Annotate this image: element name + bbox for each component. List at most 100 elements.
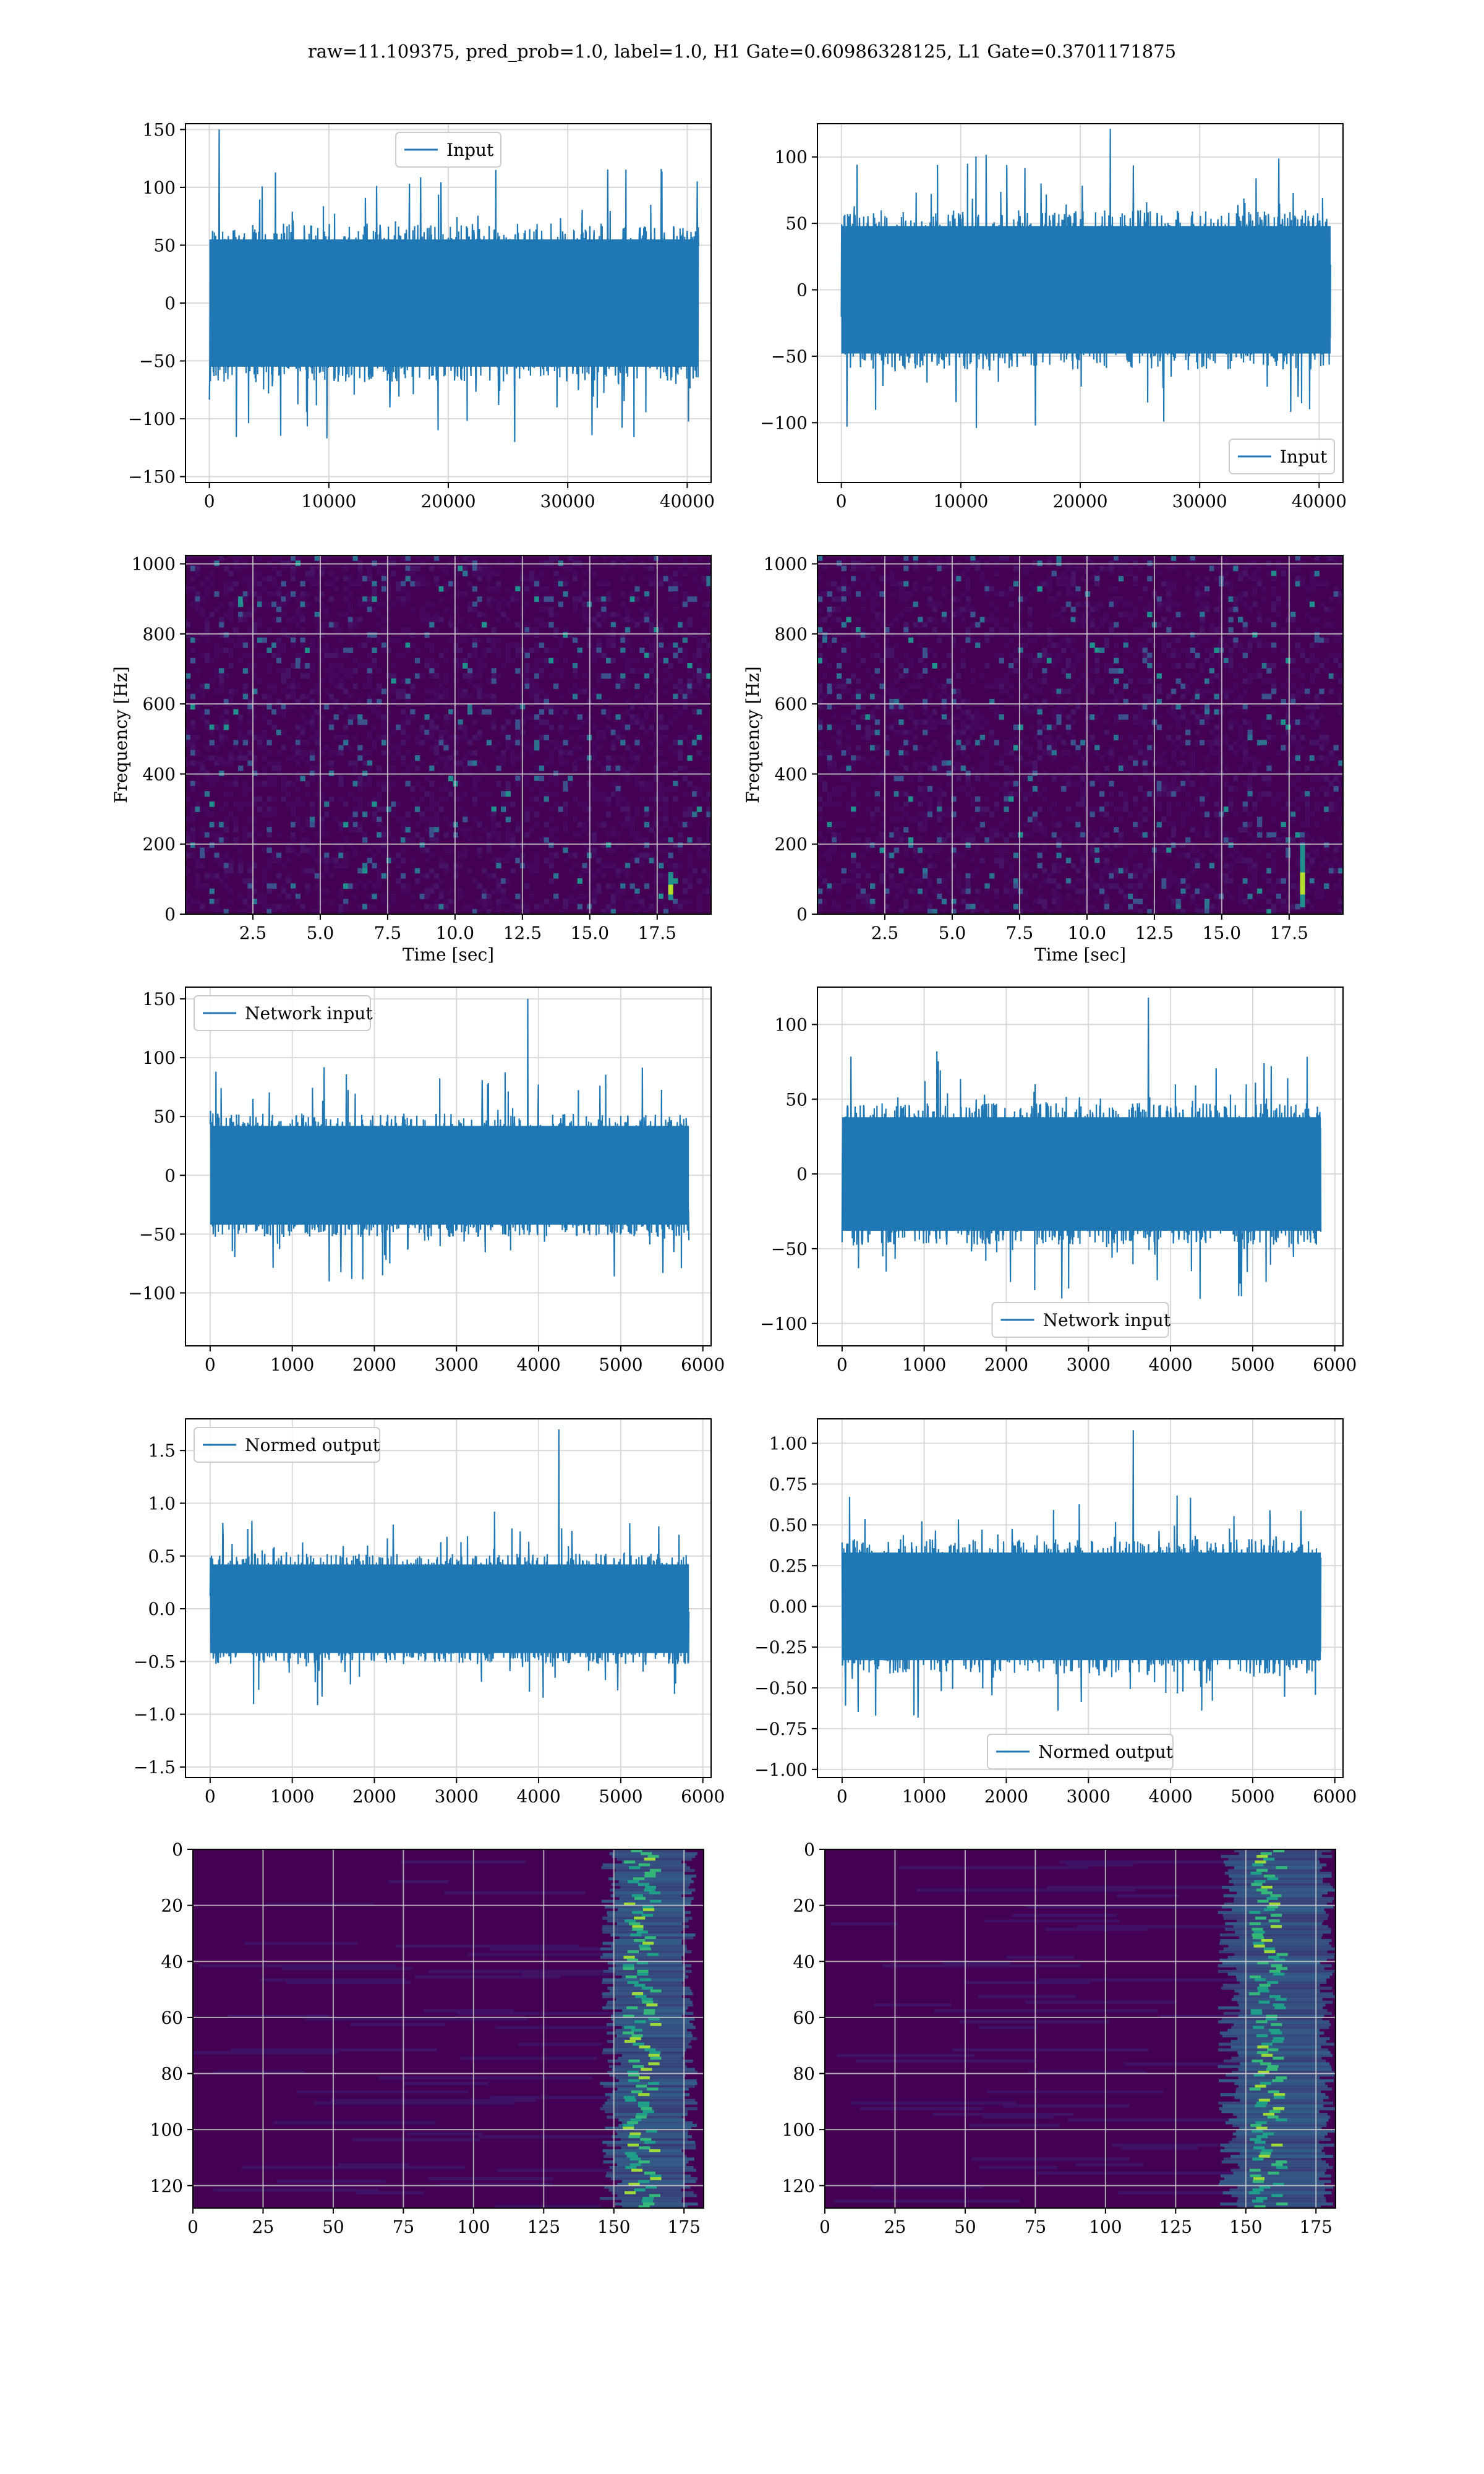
heatmap-cell	[1147, 719, 1153, 726]
heatmap-cell	[965, 709, 971, 715]
heatmap-cell	[1228, 617, 1234, 623]
heatmap-cell	[1228, 565, 1234, 571]
heatmap-cell	[625, 863, 631, 869]
heatmap-cell	[214, 688, 220, 695]
heatmap-cell	[328, 622, 335, 628]
heatmap-cell	[659, 899, 664, 905]
heatmap-cell	[889, 591, 895, 597]
heatmap-cell	[822, 899, 828, 905]
heatmap-cell	[1023, 596, 1028, 602]
heatmap-cell	[348, 693, 354, 700]
heatmap-cell	[620, 821, 626, 828]
input-h1-axes: 0 10000 20000 30000 40000−150−100−5005010015…	[128, 119, 715, 511]
heatmap-cell	[668, 586, 673, 592]
heatmap-cell	[438, 857, 444, 863]
heatmap-cell	[467, 827, 473, 833]
heatmap-cell	[1242, 745, 1248, 751]
heatmap-cell	[687, 663, 693, 669]
heatmap-cell	[682, 596, 688, 602]
heatmap-cell	[1042, 785, 1047, 792]
heatmap-cell	[558, 729, 564, 735]
heatmap-cell	[572, 673, 578, 679]
heatmap-cell	[817, 704, 823, 710]
heatmap-cell	[673, 596, 678, 602]
heatmap-cell	[1061, 570, 1067, 576]
heatmap-cell	[233, 601, 239, 607]
heatmap-cell	[443, 678, 449, 684]
heatmap-cell	[841, 576, 846, 582]
heatmap-cell	[874, 704, 881, 710]
heatmap-cell	[1166, 565, 1172, 571]
heatmap-cell	[649, 668, 654, 674]
y-tick-label: 0	[796, 280, 808, 301]
heatmap-cell	[305, 693, 310, 700]
heatmap-cell	[238, 601, 244, 607]
heatmap-cell	[357, 581, 363, 587]
heatmap-cell	[271, 904, 277, 910]
heatmap-cell	[357, 617, 363, 623]
heatmap-cell	[879, 811, 885, 818]
heatmap-cell	[1233, 601, 1239, 607]
heatmap-cell	[405, 765, 411, 771]
heatmap-cell	[1065, 724, 1072, 730]
heatmap-cell	[610, 632, 616, 638]
heatmap-cell	[348, 581, 354, 587]
heatmap-cell	[874, 627, 881, 633]
heatmap-cell	[606, 714, 612, 720]
heatmap-cell	[1123, 796, 1128, 802]
heatmap-cell	[186, 904, 191, 910]
heatmap-cell	[965, 581, 971, 587]
heatmap-cell	[1056, 714, 1062, 720]
heatmap-cell	[1195, 719, 1200, 726]
heatmap-cell	[1233, 740, 1239, 746]
heatmap-cell	[1099, 868, 1105, 874]
heatmap-cell	[979, 673, 986, 679]
heatmap-cell	[553, 745, 559, 751]
heatmap-cell	[386, 807, 391, 812]
heatmap-cell	[319, 899, 325, 905]
heatmap-cell	[1166, 606, 1172, 612]
heatmap-cell	[687, 622, 693, 628]
heatmap-cell	[687, 878, 693, 884]
heatmap-cell	[1051, 740, 1057, 746]
heatmap-cell	[1156, 663, 1162, 669]
heatmap-cell	[1004, 632, 1009, 638]
heatmap-cell	[946, 622, 952, 628]
heatmap-cell	[524, 586, 530, 592]
heatmap-cell	[477, 612, 482, 618]
heatmap-cell	[908, 591, 914, 597]
heatmap-cell	[486, 837, 492, 843]
heatmap-cell	[596, 637, 602, 643]
heatmap-cell	[1028, 591, 1033, 597]
heatmap-cell	[286, 791, 291, 797]
heatmap-cell	[913, 796, 918, 802]
heatmap-cell	[946, 678, 952, 684]
heatmap-cell	[257, 653, 263, 659]
x-tick-label: 10.0	[436, 923, 474, 943]
heatmap-cell	[338, 796, 344, 802]
heatmap-cell	[994, 570, 1000, 576]
heatmap-cell	[1009, 750, 1014, 756]
heatmap-cell	[1228, 581, 1234, 587]
heatmap-cell	[706, 796, 712, 802]
heatmap-cell	[1114, 883, 1119, 889]
heatmap-cell	[629, 657, 635, 664]
heatmap-cell	[659, 847, 664, 854]
heatmap-cell	[1075, 693, 1081, 700]
heatmap-cell	[534, 724, 540, 730]
heatmap-cell	[410, 842, 416, 848]
heatmap-cell	[410, 904, 416, 910]
heatmap-cell	[946, 735, 952, 740]
heatmap-cell	[367, 673, 372, 679]
heatmap-cell	[1204, 888, 1210, 894]
heatmap-cell	[1009, 586, 1014, 592]
heatmap-cell	[204, 591, 210, 597]
heatmap-cell	[582, 842, 587, 848]
heatmap-cell	[1065, 893, 1072, 899]
heatmap-cell	[1242, 565, 1248, 571]
heatmap-cell	[822, 704, 828, 710]
heatmap-cell	[348, 745, 354, 751]
heatmap-cell	[884, 709, 890, 715]
heatmap-cell	[1166, 735, 1172, 740]
heatmap-cell	[1004, 555, 1009, 561]
